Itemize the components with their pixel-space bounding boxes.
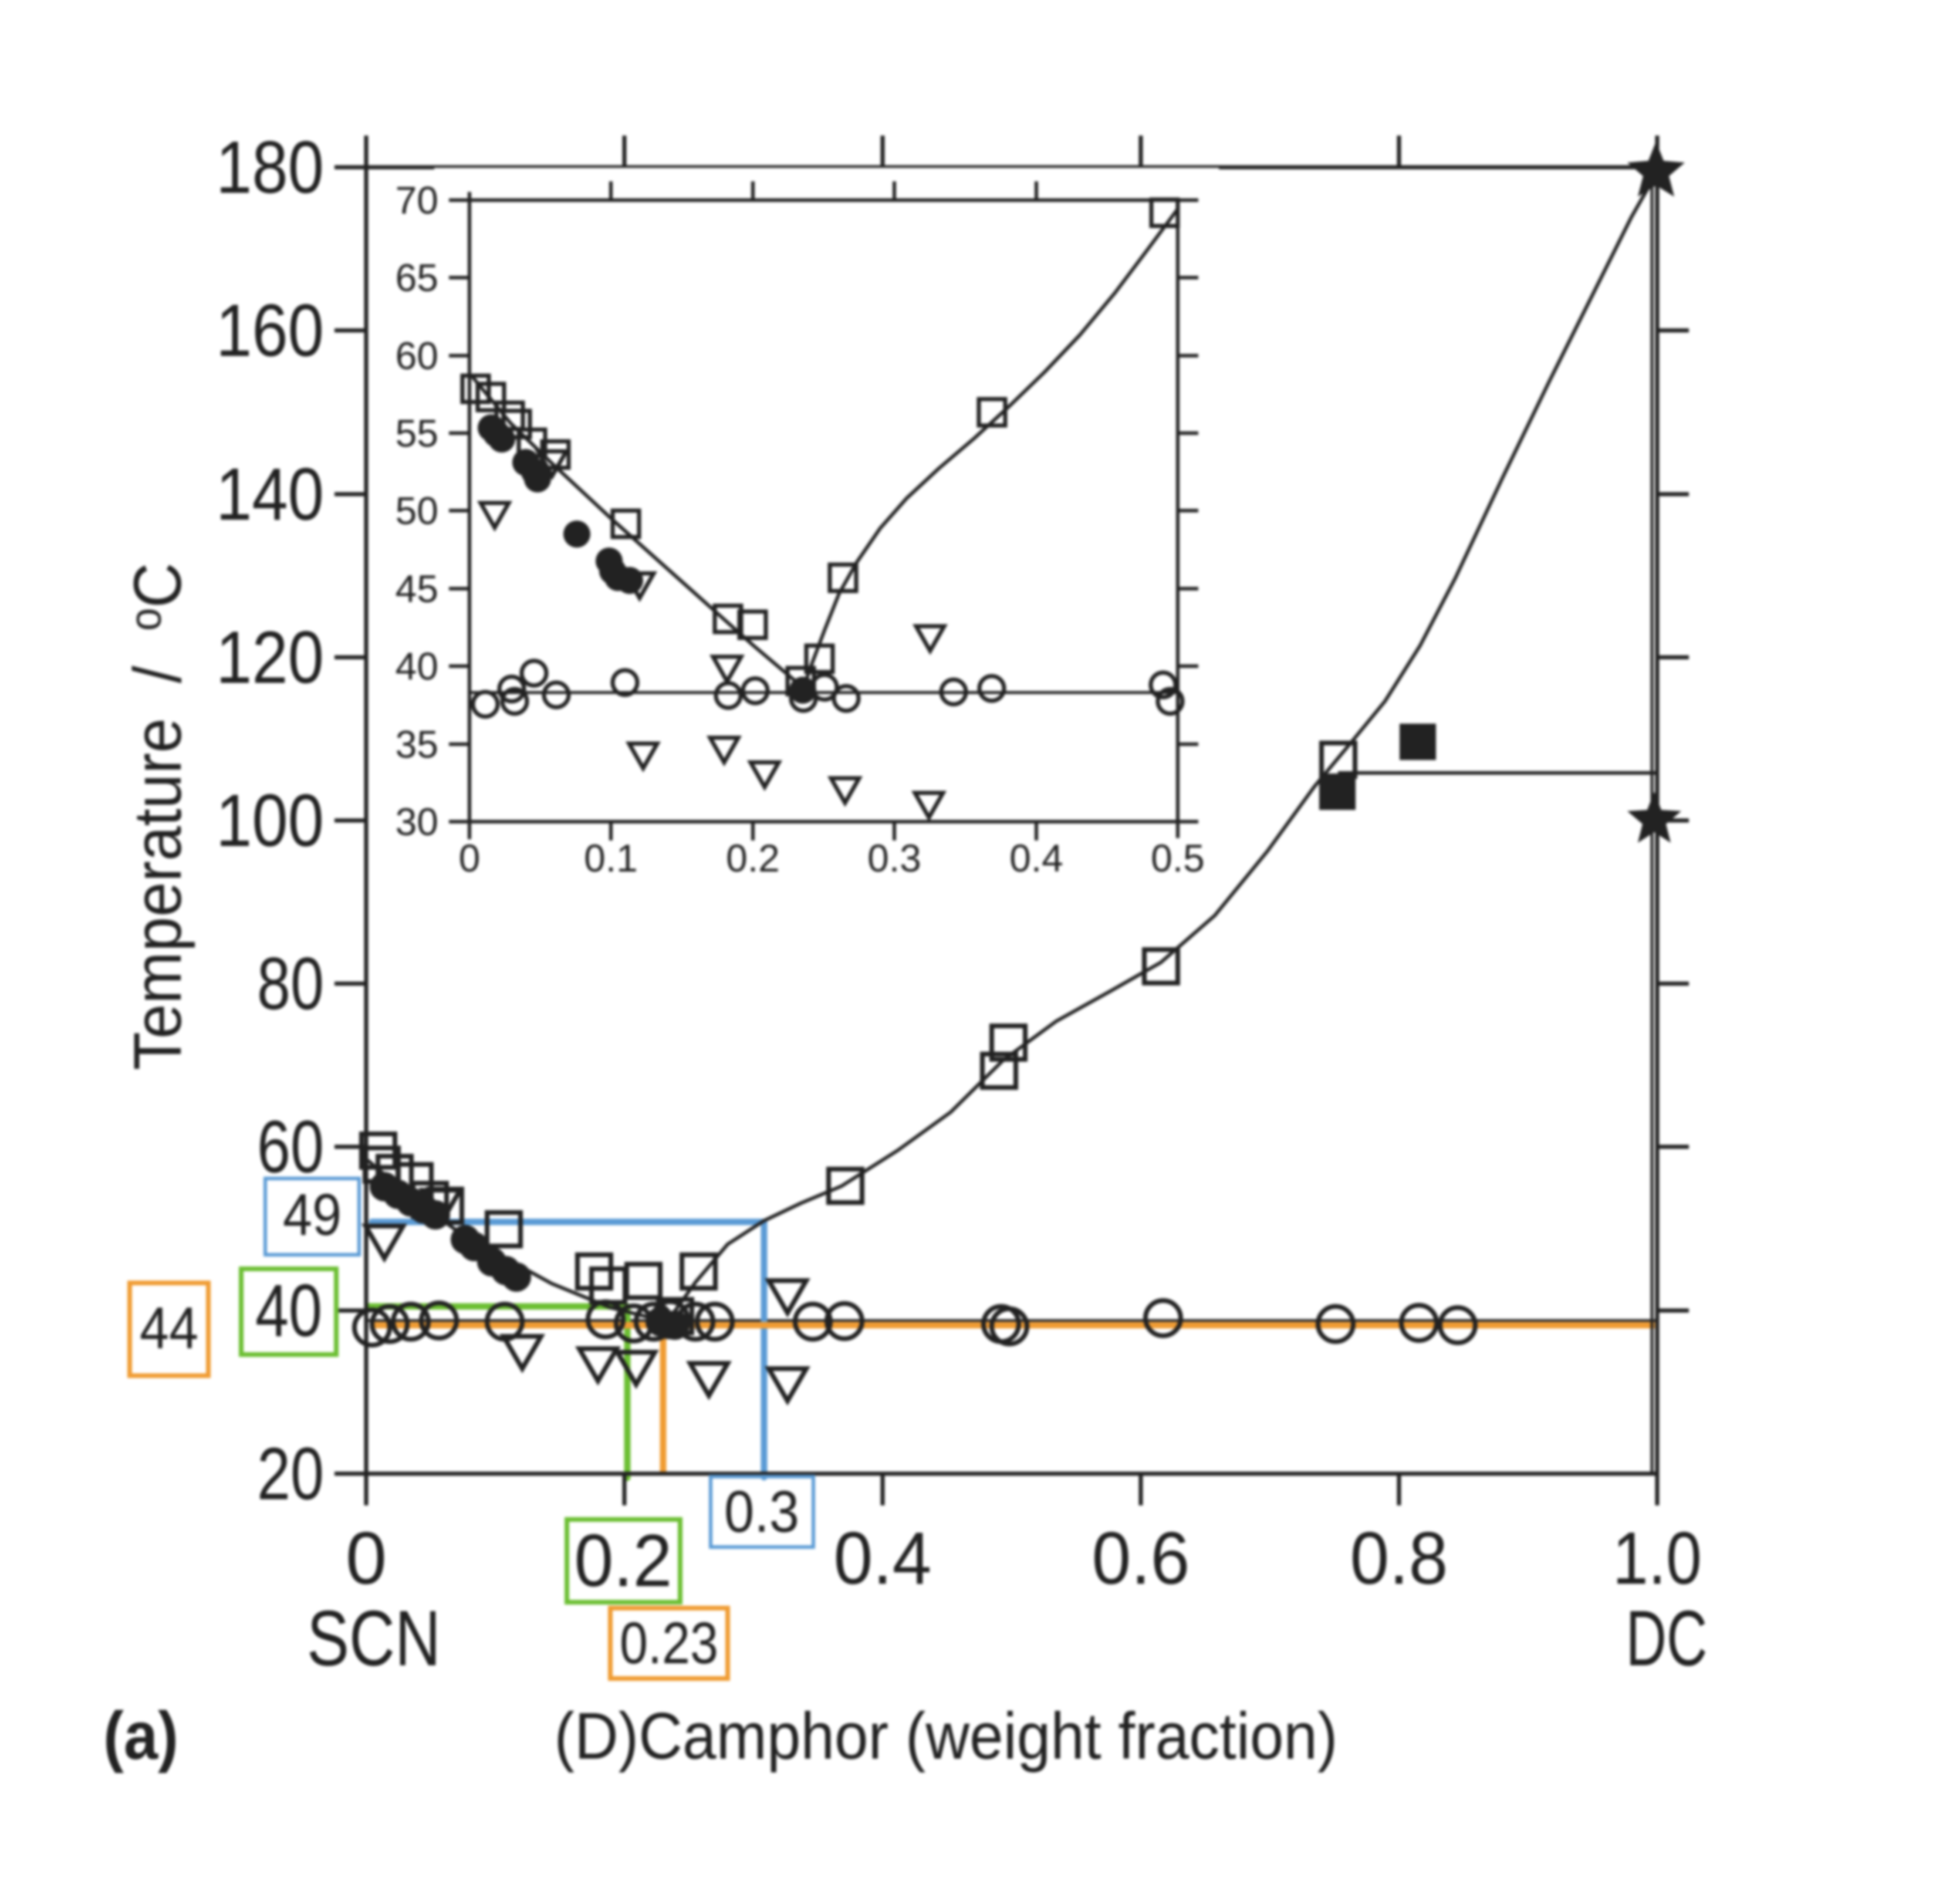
svg-text:0.5: 0.5 (1151, 836, 1205, 880)
svg-text:44: 44 (140, 1295, 198, 1361)
svg-text:160: 160 (216, 289, 324, 372)
svg-text:60: 60 (396, 334, 438, 377)
svg-text:49: 49 (283, 1182, 342, 1248)
svg-text:0.8: 0.8 (1350, 1517, 1448, 1600)
svg-text:0.3: 0.3 (867, 836, 921, 880)
svg-text:120: 120 (216, 616, 324, 699)
svg-text:20: 20 (257, 1433, 324, 1515)
svg-text:0.4: 0.4 (1009, 836, 1063, 880)
svg-text:(D)Camphor (weight fraction): (D)Camphor (weight fraction) (555, 1700, 1338, 1773)
svg-text:60: 60 (257, 1106, 324, 1188)
svg-text:140: 140 (216, 453, 324, 536)
svg-text:55: 55 (396, 411, 438, 455)
svg-text:0.1: 0.1 (584, 836, 638, 880)
svg-text:0.3: 0.3 (724, 1479, 799, 1545)
svg-text:70: 70 (396, 178, 438, 222)
svg-text:50: 50 (396, 489, 438, 532)
svg-text:Temperature / oC: Temperature / oC (120, 562, 195, 1070)
svg-text:DC: DC (1626, 1595, 1708, 1683)
svg-text:(a): (a) (103, 1698, 178, 1774)
svg-text:0: 0 (459, 836, 481, 880)
svg-text:80: 80 (257, 943, 324, 1025)
svg-text:65: 65 (396, 256, 438, 299)
svg-text:0: 0 (346, 1517, 387, 1600)
svg-text:1.0: 1.0 (1613, 1517, 1702, 1600)
svg-text:0.2: 0.2 (726, 836, 780, 880)
svg-text:0.6: 0.6 (1092, 1517, 1190, 1600)
svg-text:40: 40 (255, 1269, 322, 1352)
svg-text:0.23: 0.23 (620, 1610, 718, 1676)
svg-text:SCN: SCN (307, 1595, 441, 1683)
svg-text:0.4: 0.4 (834, 1517, 932, 1600)
svg-text:40: 40 (396, 644, 438, 688)
svg-text:30: 30 (396, 800, 438, 843)
svg-text:0.2: 0.2 (575, 1519, 673, 1602)
svg-text:35: 35 (396, 722, 438, 766)
svg-text:180: 180 (216, 126, 324, 209)
svg-text:100: 100 (216, 779, 324, 862)
svg-text:45: 45 (396, 567, 438, 610)
